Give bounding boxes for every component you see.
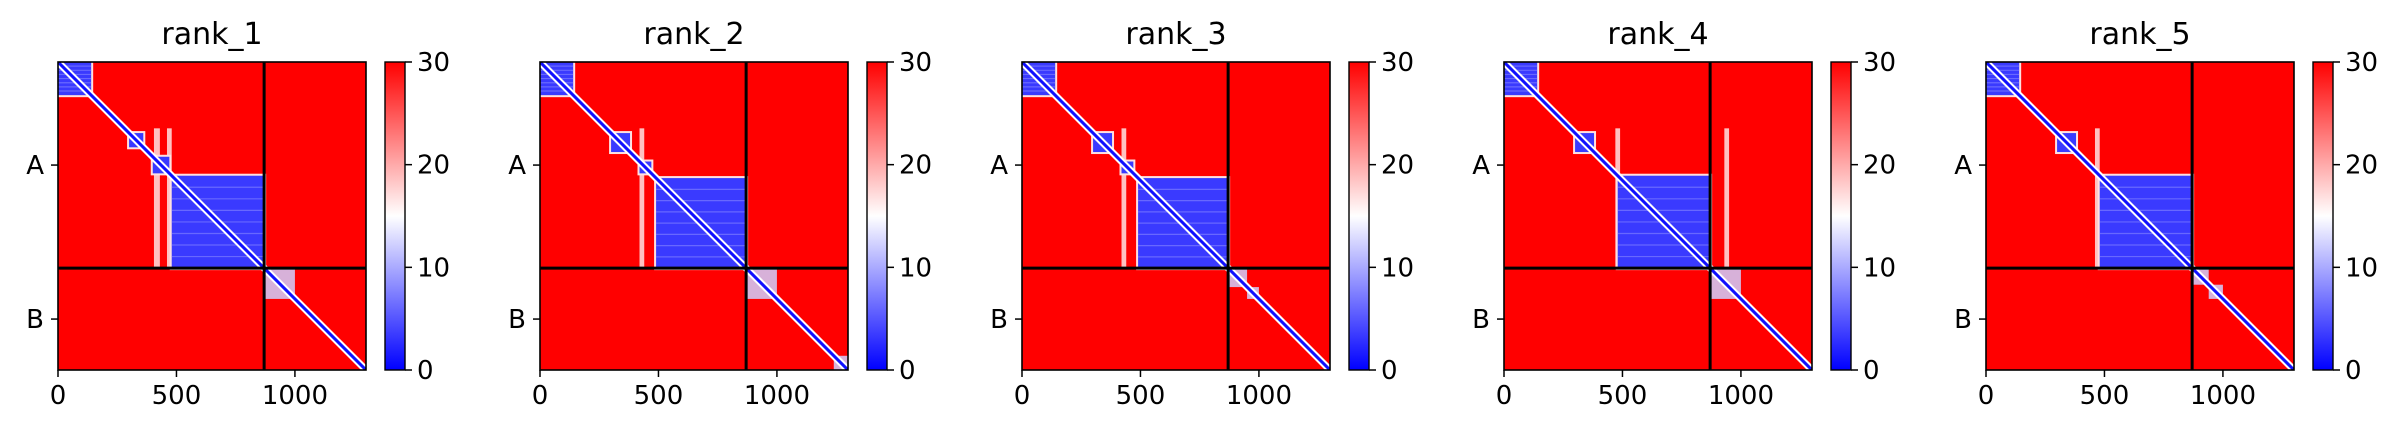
colorbar-tick-label: 20: [899, 151, 932, 181]
stripe-col: [2094, 128, 2100, 269]
y-tick-label-A: A: [508, 151, 526, 181]
colorbar-tick-label: 20: [417, 151, 450, 181]
panel-rank_4: rank_4 0 500 1000 A B 0 10 20 30: [1472, 17, 1896, 411]
diagonal: [1504, 62, 1812, 370]
colorbar-tick-label: 30: [1863, 48, 1896, 78]
x-tick-label: 500: [152, 381, 202, 411]
y-tick-label-A: A: [1954, 151, 1972, 181]
colorbar-tick-label: 10: [2345, 253, 2378, 283]
colorbar-tick-label: 20: [1381, 151, 1414, 181]
y-tick-label-A: A: [26, 151, 44, 181]
colorbar-tick-label: 10: [899, 253, 932, 283]
diagonal: [1022, 62, 1330, 370]
colorbar-tick-label: 0: [417, 356, 434, 386]
panel-rank_2: rank_2 0 500 1000 A B 0 10 20 30: [508, 17, 932, 411]
y-tick-label-A: A: [990, 151, 1008, 181]
x-tick-label: 0: [1014, 381, 1031, 411]
heatmap: [58, 62, 366, 370]
x-tick-label: 0: [532, 381, 549, 411]
panel-title: rank_4: [1607, 17, 1708, 52]
stripe-col: [1724, 128, 1730, 269]
x-tick-label: 500: [1116, 381, 1166, 411]
heatmap: [1022, 62, 1330, 370]
x-tick-label: 1000: [744, 381, 810, 411]
x-tick-label: 500: [634, 381, 684, 411]
y-tick-label-B: B: [26, 305, 44, 335]
colorbar-tick-label: 30: [2345, 48, 2378, 78]
colorbar-tick-label: 10: [1863, 253, 1896, 283]
x-tick-label: 500: [2080, 381, 2130, 411]
colorbar: [866, 61, 888, 371]
diagonal: [540, 62, 848, 370]
y-tick-label-B: B: [508, 305, 526, 335]
plot-frame: [1503, 61, 1813, 371]
colorbar-tick-label: 0: [899, 356, 916, 386]
panel-title: rank_2: [643, 17, 744, 52]
panel-title: rank_5: [2089, 17, 2190, 52]
colorbar-tick-label: 30: [1381, 48, 1414, 78]
diagonal: [1986, 62, 2294, 370]
plot-frame: [57, 61, 367, 371]
x-tick-label: 0: [1978, 381, 1995, 411]
y-tick-label-A: A: [1472, 151, 1490, 181]
colorbar: [1830, 61, 1852, 371]
x-tick-label: 1000: [1708, 381, 1774, 411]
stripe-col: [166, 128, 172, 269]
diagonal: [58, 62, 366, 370]
colorbar-tick-label: 30: [417, 48, 450, 78]
colorbar-tick-label: 30: [899, 48, 932, 78]
y-tick-label-B: B: [1954, 305, 1972, 335]
colorbar: [2312, 61, 2334, 371]
colorbar-tick-label: 20: [1863, 151, 1896, 181]
panel-rank_3: rank_3 0 500 1000 A B 0 10 20 30: [990, 17, 1414, 411]
panel-rank_1: rank_1 0 500 1000 A B 0 10 20 30: [26, 17, 450, 411]
panel-title: rank_3: [1125, 17, 1226, 52]
stripe-col: [639, 128, 645, 269]
colorbar: [1348, 61, 1370, 371]
y-tick-label-B: B: [1472, 305, 1490, 335]
x-tick-label: 0: [1496, 381, 1513, 411]
plot-frame: [539, 61, 849, 371]
colorbar-tick-label: 20: [2345, 151, 2378, 181]
stripe-col: [153, 128, 160, 269]
colorbar: [384, 61, 406, 371]
colorbar-tick-label: 10: [1381, 253, 1414, 283]
heatmap: [1504, 62, 1812, 370]
panel-title: rank_1: [161, 17, 262, 52]
plot-frame: [1021, 61, 1331, 371]
panel-rank_5: rank_5 0 500 1000 A B 0 10 20 30: [1954, 17, 2378, 411]
x-tick-label: 0: [50, 381, 67, 411]
x-tick-label: 1000: [262, 381, 328, 411]
stripe-col: [1121, 128, 1127, 269]
heatmap: [1986, 62, 2294, 370]
plot-frame: [1985, 61, 2295, 371]
colorbar-tick-label: 0: [1863, 356, 1880, 386]
x-tick-label: 1000: [2190, 381, 2256, 411]
y-tick-label-B: B: [990, 305, 1008, 335]
colorbar-tick-label: 10: [417, 253, 450, 283]
colorbar-tick-label: 0: [1381, 356, 1398, 386]
x-tick-label: 1000: [1226, 381, 1292, 411]
heatmap: [540, 62, 848, 370]
colorbar-tick-label: 0: [2345, 356, 2362, 386]
x-tick-label: 500: [1598, 381, 1648, 411]
